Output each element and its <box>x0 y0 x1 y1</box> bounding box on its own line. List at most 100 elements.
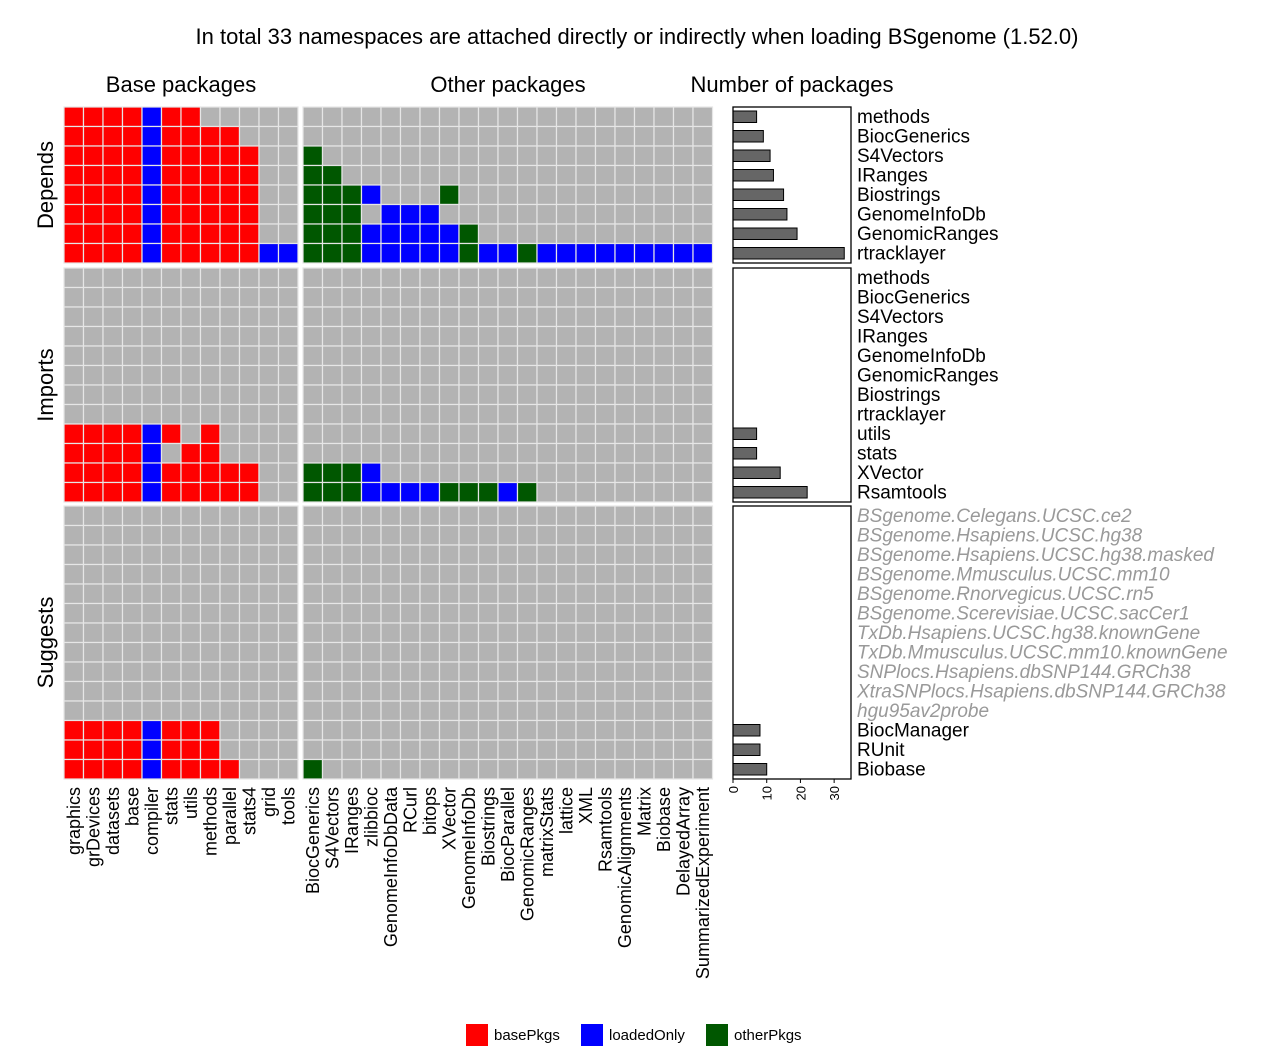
cell-imports-s4vectors-biocgenerics <box>302 306 324 328</box>
cell-suggests-bsgenome-rnorvegicus-ucsc-rn5-rsamtools <box>594 583 616 605</box>
cell-depends-s4vectors-s4vectors <box>321 145 343 167</box>
cell-suggests-bsgenome-celegans-ucsc-ce2-s4vectors <box>321 505 343 527</box>
cell-depends-iranges-stats <box>160 164 182 186</box>
cell-imports-iranges-utils <box>180 325 202 347</box>
cell-suggests-hgu95av2probe-genomicranges <box>516 700 538 722</box>
cell-imports-biocgenerics-rcurl <box>399 286 421 308</box>
cell-suggests-bsgenome-celegans-ucsc-ce2-grdevices <box>82 505 104 527</box>
cell-imports-s4vectors-genomicranges <box>516 306 538 328</box>
cell-suggests-bsgenome-rnorvegicus-ucsc-rn5-biobase <box>653 583 675 605</box>
cell-suggests-bsgenome-mmusculus-ucsc-mm10-rsamtools <box>594 563 616 585</box>
cell-imports-iranges-genomeinfodbdata <box>380 325 402 347</box>
cell-suggests-txdb-mmusculus-ucsc-mm10-knowngene-rsamtools <box>594 641 616 663</box>
cell-suggests-bsgenome-hsapiens-ucsc-hg38-masked-utils <box>180 544 202 566</box>
cell-imports-xvector-xml <box>575 462 597 484</box>
cell-imports-utils-parallel <box>219 423 241 445</box>
cell-imports-xvector-rcurl <box>399 462 421 484</box>
cell-imports-biocgenerics-biobase <box>653 286 675 308</box>
cell-depends-genomeinfodb-biocparallel <box>497 203 519 225</box>
cell-depends-iranges-genomeinfodbdata <box>380 164 402 186</box>
cell-suggests-bsgenome-hsapiens-ucsc-hg38-utils <box>180 524 202 546</box>
cell-imports-rtracklayer-biobase <box>653 403 675 425</box>
cell-depends-methods-matrixstats <box>536 106 558 128</box>
cell-depends-methods-genomeinfodb <box>458 106 480 128</box>
cell-suggests-bsgenome-scerevisiae-ucsc-saccer1-genomicalignments <box>614 602 636 624</box>
cell-suggests-bsgenome-mmusculus-ucsc-mm10-stats <box>160 563 182 585</box>
cell-depends-biocgenerics-xml <box>575 125 597 147</box>
cell-suggests-bsgenome-celegans-ucsc-ce2-summarizedexperiment <box>692 505 714 527</box>
cell-suggests-txdb-hsapiens-ucsc-hg38-knowngene-iranges <box>341 622 363 644</box>
cell-depends-iranges-bitops <box>419 164 441 186</box>
cell-imports-genomicranges-xml <box>575 364 597 386</box>
cell-imports-xvector-datasets <box>102 462 124 484</box>
cell-suggests-bsgenome-rnorvegicus-ucsc-rn5-zlibbioc <box>360 583 382 605</box>
cell-imports-stats-biocparallel <box>497 442 519 464</box>
cell-imports-stats-parallel <box>219 442 241 464</box>
cell-imports-xvector-iranges <box>341 462 363 484</box>
cell-suggests-xtrasnplocs-hsapiens-dbsnp144-grch38-stats4 <box>238 680 260 702</box>
cell-suggests-xtrasnplocs-hsapiens-dbsnp144-grch38-biobase <box>653 680 675 702</box>
row-label-depends-rtracklayer: rtracklayer <box>857 243 946 264</box>
cell-suggests-biobase-xvector <box>438 758 460 780</box>
cell-depends-rtracklayer-s4vectors <box>321 242 343 264</box>
cell-suggests-txdb-hsapiens-ucsc-hg38-knowngene-genomeinfodb <box>458 622 480 644</box>
cell-depends-biocgenerics-grdevices <box>82 125 104 147</box>
cell-depends-biocgenerics-matrix <box>633 125 655 147</box>
cell-suggests-xtrasnplocs-hsapiens-dbsnp144-grch38-parallel <box>219 680 241 702</box>
cell-imports-stats-genomeinfodb <box>458 442 480 464</box>
cell-suggests-hgu95av2probe-rcurl <box>399 700 421 722</box>
cell-imports-biostrings-bitops <box>419 384 441 406</box>
cell-suggests-runit-delayedarray <box>672 739 694 761</box>
cell-suggests-txdb-hsapiens-ucsc-hg38-knowngene-s4vectors <box>321 622 343 644</box>
cell-imports-genomeinfodb-grdevices <box>82 345 104 367</box>
cell-suggests-bsgenome-rnorvegicus-ucsc-rn5-matrix <box>633 583 655 605</box>
bar-panel-frame <box>732 267 852 503</box>
bar-axis-label-20: 20 <box>793 786 808 800</box>
cell-suggests-hgu95av2probe-base <box>121 700 143 722</box>
cell-suggests-txdb-mmusculus-ucsc-mm10-knowngene-grid <box>258 641 280 663</box>
cell-imports-biocgenerics-matrix <box>633 286 655 308</box>
cell-depends-genomeinfodb-biocgenerics <box>302 203 324 225</box>
cell-depends-methods-biobase <box>653 106 675 128</box>
cell-depends-biocgenerics-stats <box>160 125 182 147</box>
cell-suggests-bsgenome-hsapiens-ucsc-hg38-genomeinfodbdata <box>380 524 402 546</box>
cell-imports-s4vectors-graphics <box>63 306 85 328</box>
row-label-suggests-bsgenome-hsapiens-ucsc-hg38: BSgenome.Hsapiens.UCSC.hg38 <box>857 525 1143 546</box>
cell-suggests-txdb-hsapiens-ucsc-hg38-knowngene-bitops <box>419 622 441 644</box>
row-label-imports-rtracklayer: rtracklayer <box>857 404 946 425</box>
cell-depends-biostrings-parallel <box>219 184 241 206</box>
cell-suggests-biobase-graphics <box>63 758 85 780</box>
cell-suggests-biocmanager-rsamtools <box>594 719 616 741</box>
cell-suggests-bsgenome-mmusculus-ucsc-mm10-compiler <box>141 563 163 585</box>
cell-suggests-txdb-hsapiens-ucsc-hg38-knowngene-lattice <box>555 622 577 644</box>
cell-imports-iranges-summarizedexperiment <box>692 325 714 347</box>
cell-suggests-bsgenome-mmusculus-ucsc-mm10-lattice <box>555 563 577 585</box>
row-label-suggests-xtrasnplocs-hsapiens-dbsnp144-grch38: XtraSNPlocs.Hsapiens.dbSNP144.GRCh38 <box>856 681 1226 702</box>
cell-imports-biostrings-delayedarray <box>672 384 694 406</box>
cell-depends-iranges-datasets <box>102 164 124 186</box>
row-label-depends-methods: methods <box>857 107 930 128</box>
cell-depends-rtracklayer-matrixstats <box>536 242 558 264</box>
cell-depends-methods-xml <box>575 106 597 128</box>
row-label-suggests-snplocs-hsapiens-dbsnp144-grch38: SNPlocs.Hsapiens.dbSNP144.GRCh38 <box>857 662 1191 683</box>
xtick-other-genomicalignments: GenomicAlignments <box>615 787 635 948</box>
cell-depends-rtracklayer-methods <box>199 242 221 264</box>
cell-suggests-bsgenome-scerevisiae-ucsc-saccer1-compiler <box>141 602 163 624</box>
cell-imports-iranges-iranges <box>341 325 363 347</box>
cell-suggests-bsgenome-mmusculus-ucsc-mm10-zlibbioc <box>360 563 382 585</box>
cell-imports-iranges-genomicalignments <box>614 325 636 347</box>
bar-imports-xvector <box>732 466 781 479</box>
cell-imports-biostrings-grid <box>258 384 280 406</box>
cell-depends-iranges-tools <box>277 164 299 186</box>
cell-suggests-bsgenome-hsapiens-ucsc-hg38-biobase <box>653 524 675 546</box>
cell-imports-genomeinfodb-stats4 <box>238 345 260 367</box>
cell-depends-rtracklayer-genomeinfodbdata <box>380 242 402 264</box>
cell-imports-biostrings-graphics <box>63 384 85 406</box>
bar-panel-frame <box>732 106 852 264</box>
cell-imports-xvector-genomeinfodb <box>458 462 480 484</box>
cell-imports-biostrings-genomicalignments <box>614 384 636 406</box>
cell-suggests-bsgenome-scerevisiae-ucsc-saccer1-delayedarray <box>672 602 694 624</box>
cell-depends-s4vectors-biocparallel <box>497 145 519 167</box>
cell-imports-rtracklayer-compiler <box>141 403 163 425</box>
cell-imports-biostrings-datasets <box>102 384 124 406</box>
